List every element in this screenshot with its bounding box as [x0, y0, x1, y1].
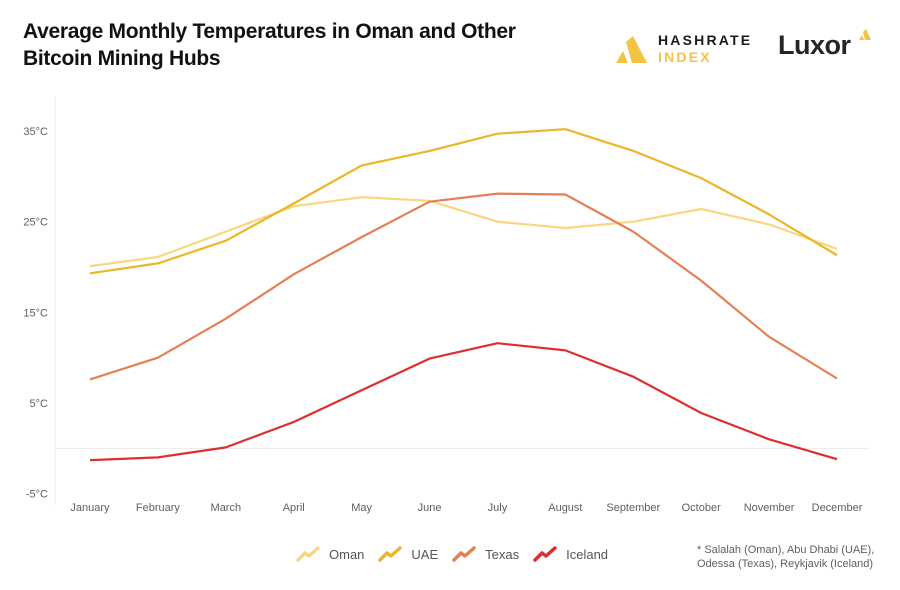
logo-index-text: INDEX — [658, 49, 712, 65]
footnote: * Salalah (Oman), Abu Dhabi (UAE), Odess… — [697, 543, 874, 571]
hashrate-index-logo: HASHRATE INDEX — [614, 32, 752, 66]
x-tick-label: March — [211, 502, 242, 514]
legend-item-texas[interactable]: Texas — [452, 546, 519, 562]
footnote-line1: * Salalah (Oman), Abu Dhabi (UAE), — [697, 544, 875, 556]
legend-line-icon — [533, 546, 557, 562]
luxor-logo: Luxor — [778, 30, 851, 60]
legend-label: UAE — [411, 546, 439, 562]
x-tick-label: January — [70, 502, 110, 514]
legend: Oman UAE Texas Iceland — [296, 546, 622, 562]
legend-line-icon — [296, 546, 320, 562]
legend-line-icon — [452, 546, 476, 562]
hashrate-index-logo-icon — [616, 36, 647, 63]
x-tick-label: October — [682, 502, 721, 514]
y-tick-label: 35°C — [23, 126, 48, 138]
chart-title: Average Monthly Temperatures in Oman and… — [23, 18, 603, 72]
x-tick-label: December — [812, 502, 863, 514]
footnote-line2: Odessa (Texas), Reykjavik (Iceland) — [697, 558, 874, 570]
legend-item-uae[interactable]: UAE — [378, 546, 438, 562]
legend-item-oman[interactable]: Oman — [296, 546, 364, 562]
y-tick-label: 25°C — [23, 217, 48, 229]
x-tick-label: May — [351, 502, 372, 514]
legend-label: Iceland — [566, 546, 609, 562]
series-line-texas — [89, 192, 838, 381]
legend-label: Oman — [329, 546, 365, 562]
series-line-uae — [89, 128, 838, 275]
x-tick-label: September — [606, 502, 660, 514]
series-line-oman — [89, 196, 838, 268]
x-tick-label: November — [744, 502, 795, 514]
luxor-logo-icon — [859, 29, 871, 40]
legend-label: Texas — [485, 546, 520, 562]
x-tick-label: February — [136, 502, 181, 514]
x-tick-label: August — [548, 502, 582, 514]
x-tick-label: June — [418, 502, 442, 514]
y-tick-label: -5°C — [26, 489, 48, 501]
legend-line-icon — [378, 546, 403, 562]
chart-title-line1: Average Monthly Temperatures in Oman and… — [23, 20, 516, 43]
y-tick-label: 15°C — [23, 307, 48, 319]
logo-hashrate-text: HASHRATE — [658, 32, 753, 48]
legend-item-iceland[interactable]: Iceland — [533, 546, 608, 562]
x-tick-label: July — [488, 502, 508, 514]
series-line-iceland — [89, 342, 838, 462]
chart-title-line2: Bitcoin Mining Hubs — [23, 47, 221, 70]
y-tick-label: 5°C — [30, 398, 49, 410]
x-tick-label: April — [283, 502, 305, 514]
